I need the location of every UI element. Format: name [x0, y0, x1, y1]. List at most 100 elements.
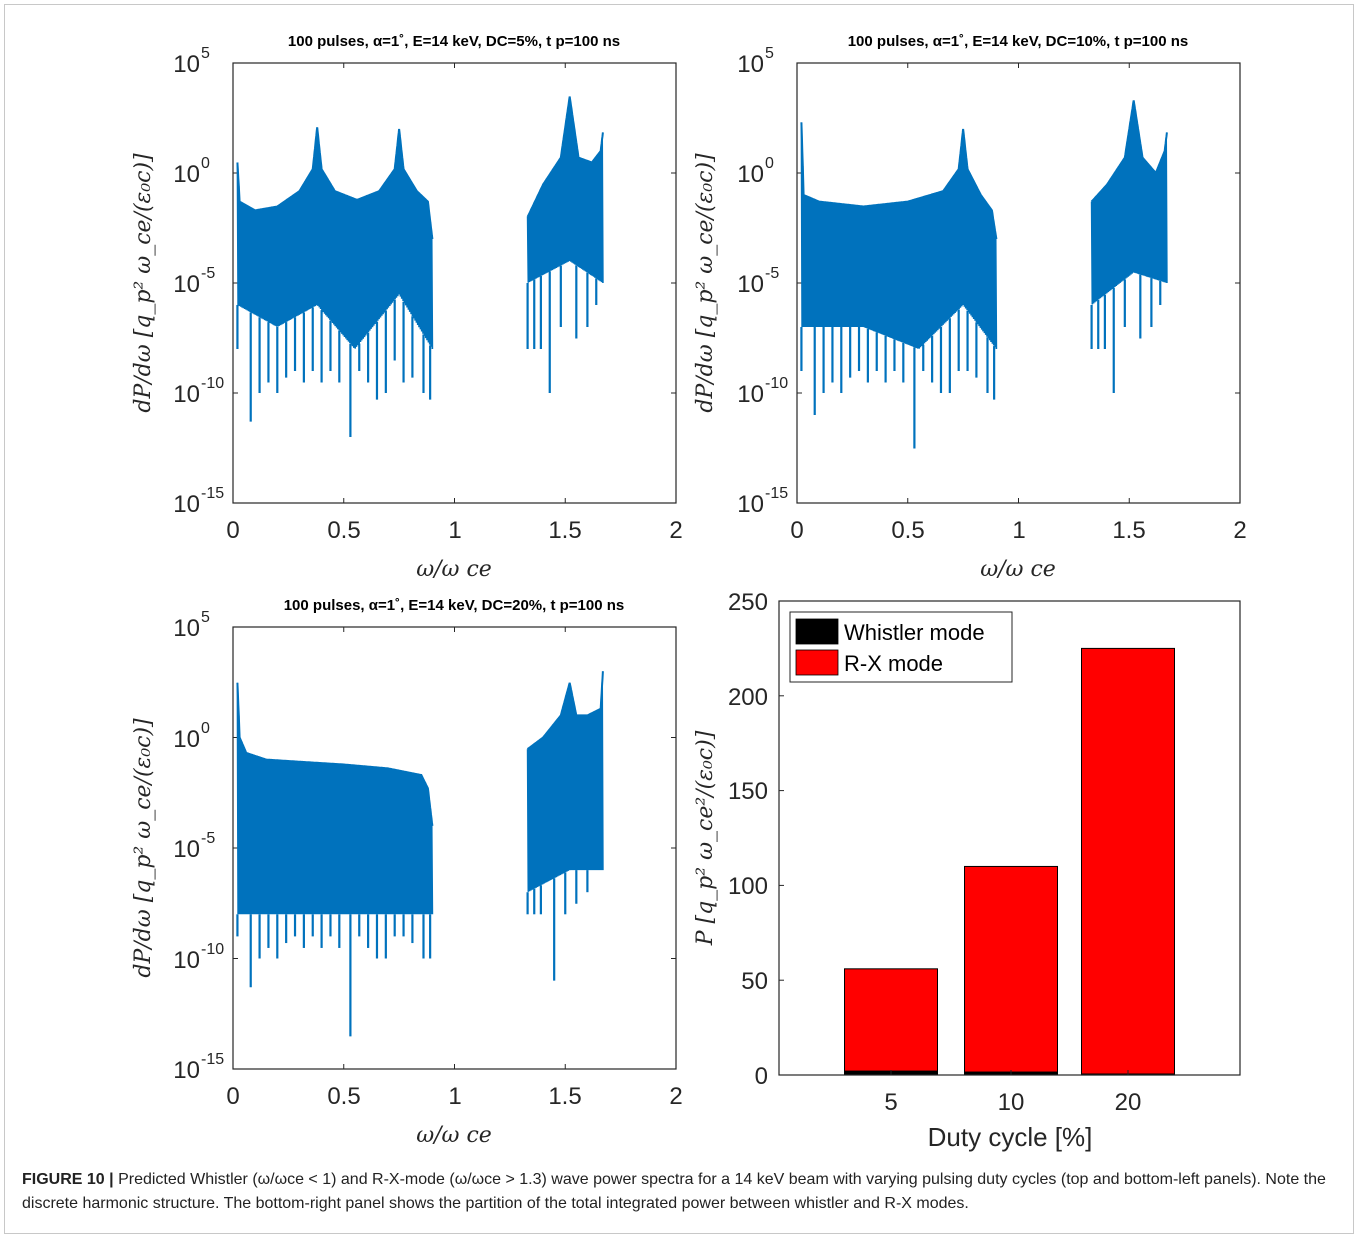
- x-tick-labels: 0 0.5 1 1.5 2: [790, 517, 1246, 544]
- y-tick-exponent: -15: [201, 485, 224, 502]
- y-tick-label: 10: [173, 271, 200, 298]
- x-tick-label: 1.5: [1112, 517, 1145, 544]
- caption-text: Predicted Whistler (ω/ωce < 1) and R-X-m…: [22, 1171, 1326, 1212]
- y-tick-label: 10: [737, 51, 764, 78]
- y-tick-exponent: -15: [201, 1051, 224, 1068]
- panel-title: 100 pulses, α=1˚, E=14 keV, DC=10%, t p=…: [848, 33, 1189, 50]
- x-tick-labels: 5 10 20: [884, 1089, 1141, 1116]
- spectrum-line: [236, 682, 604, 915]
- x-axis-label: ω/ω ce: [416, 1123, 492, 1148]
- spectrum-panel-dc20: 100 pulses, α=1˚, E=14 keV, DC=20%, t p=…: [131, 597, 683, 1148]
- y-tick-label: 10: [737, 381, 764, 408]
- y-tick-exponent: 0: [201, 155, 210, 172]
- y-tick-label: 100: [728, 873, 768, 900]
- y-tick-exponent: 5: [765, 45, 774, 62]
- spectrum-envelope: [236, 682, 434, 827]
- y-tick-labels: 10 -15 10 -10 10 -5 10 0 10 5: [737, 45, 788, 518]
- y-tick-exponent: 5: [201, 45, 210, 62]
- x-tick-label: 5: [884, 1089, 897, 1116]
- y-tick-exponent: 0: [201, 720, 210, 737]
- plot-frame: [232, 626, 677, 1070]
- x-tick-label: 0: [790, 517, 803, 544]
- y-tick-label: 10: [173, 51, 200, 78]
- x-axis-label: ω/ω ce: [980, 557, 1056, 582]
- x-tick-label: 2: [669, 1083, 682, 1110]
- y-tick-label: 10: [173, 161, 200, 188]
- y-tick-labels: 0 50 100 150 200 250: [728, 589, 768, 1090]
- x-tick-label: 1.5: [548, 1083, 581, 1110]
- x-tick-label: 1: [448, 1083, 461, 1110]
- y-tick-exponent: -5: [201, 265, 215, 282]
- legend-swatch-rx: [795, 649, 839, 676]
- y-tick-label: 10: [173, 491, 200, 518]
- y-axis-label: dP/dω [q_p² ω_ce/(ε₀c)]: [693, 153, 718, 413]
- y-tick-label: 10: [737, 271, 764, 298]
- x-tick-labels: 0 0.5 1 1.5 2: [226, 1083, 682, 1110]
- y-tick-exponent: -10: [765, 375, 788, 392]
- y-tick-exponent: 0: [765, 155, 774, 172]
- plot-frame: [796, 62, 1241, 504]
- spectrum-envelope: [236, 127, 434, 240]
- panel-title: 100 pulses, α=1˚, E=14 keV, DC=5%, t p=1…: [288, 33, 620, 50]
- y-tick-exponent: -5: [201, 830, 215, 847]
- bar-rx-mode: [844, 968, 938, 1072]
- legend: Whistler mode R-X mode: [789, 611, 1013, 683]
- x-tick-label: 0.5: [327, 1083, 360, 1110]
- y-tick-label: 50: [741, 968, 768, 995]
- spectrum-envelope: [800, 122, 998, 240]
- spectrum-envelope: [1090, 100, 1168, 203]
- spectrum-line: [236, 100, 604, 350]
- y-tick-label: 10: [173, 947, 200, 974]
- y-tick-label: 250: [728, 589, 768, 616]
- panel-title: 100 pulses, α=1˚, E=14 keV, DC=20%, t p=…: [284, 597, 625, 614]
- y-tick-label: 10: [173, 615, 200, 642]
- x-tick-label: 1: [448, 517, 461, 544]
- legend-label-rx: R-X mode: [844, 651, 943, 676]
- y-axis-label: dP/dω [q_p² ω_ce/(ε₀c)]: [131, 153, 156, 413]
- y-tick-labels: 10 -15 10 -10 10 -5 10 0 10 5: [173, 609, 224, 1084]
- y-tick-label: 0: [755, 1063, 768, 1090]
- y-tick-label: 10: [737, 491, 764, 518]
- spectrum-panel-dc5: 100 pulses, α=1˚, E=14 keV, DC=5%, t p=1…: [131, 33, 683, 582]
- figure-caption: FIGURE 10 | Predicted Whistler (ω/ωce < …: [22, 1168, 1342, 1216]
- x-tick-label: 1.5: [548, 517, 581, 544]
- x-tick-label: 2: [1233, 517, 1246, 544]
- power-bar-panel: 0 50 100 150 200 250 5 10 20 Duty cycle …: [693, 589, 1241, 1152]
- x-tick-label: 0.5: [891, 517, 924, 544]
- x-axis-label: Duty cycle [%]: [928, 1122, 1093, 1152]
- y-tick-label: 10: [173, 836, 200, 863]
- y-tick-exponent: -10: [201, 941, 224, 958]
- y-axis-label: dP/dω [q_p² ω_ce/(ε₀c)]: [131, 718, 156, 978]
- spectrum-envelope: [526, 671, 604, 750]
- plot-frame: [778, 600, 1241, 1076]
- x-axis-label: ω/ω ce: [416, 557, 492, 582]
- x-tick-label: 0: [226, 517, 239, 544]
- y-axis-label: P [q_p² ω_ce²/(ε₀c)]: [693, 730, 718, 946]
- caption-label: FIGURE 10 |: [22, 1171, 114, 1188]
- y-tick-label: 200: [728, 684, 768, 711]
- x-tick-label: 2: [669, 517, 682, 544]
- x-tick-label: 20: [1115, 1089, 1142, 1116]
- y-tick-label: 150: [728, 778, 768, 805]
- y-tick-exponent: -5: [765, 265, 779, 282]
- y-tick-label: 10: [173, 726, 200, 753]
- x-tick-label: 1: [1012, 517, 1025, 544]
- x-tick-labels: 0 0.5 1 1.5 2: [226, 517, 682, 544]
- x-tick-label: 0: [226, 1083, 239, 1110]
- y-tick-exponent: -10: [201, 375, 224, 392]
- bar-rx-mode: [1081, 647, 1175, 1075]
- legend-swatch-whistler: [795, 618, 839, 645]
- spectrum-panel-dc10: 100 pulses, α=1˚, E=14 keV, DC=10%, t p=…: [693, 33, 1247, 582]
- y-tick-labels: 10 -15 10 -10 10 -5 10 0 10 5: [173, 45, 224, 518]
- plot-frame: [232, 62, 677, 504]
- bar-rx-mode: [964, 865, 1058, 1073]
- legend-label-whistler: Whistler mode: [844, 620, 985, 645]
- x-tick-label: 0.5: [327, 517, 360, 544]
- spectrum-envelope: [526, 96, 604, 218]
- spectrum-line: [800, 104, 1168, 350]
- y-tick-label: 10: [173, 381, 200, 408]
- y-tick-label: 10: [737, 161, 764, 188]
- y-tick-exponent: -15: [765, 485, 788, 502]
- y-tick-label: 10: [173, 1057, 200, 1084]
